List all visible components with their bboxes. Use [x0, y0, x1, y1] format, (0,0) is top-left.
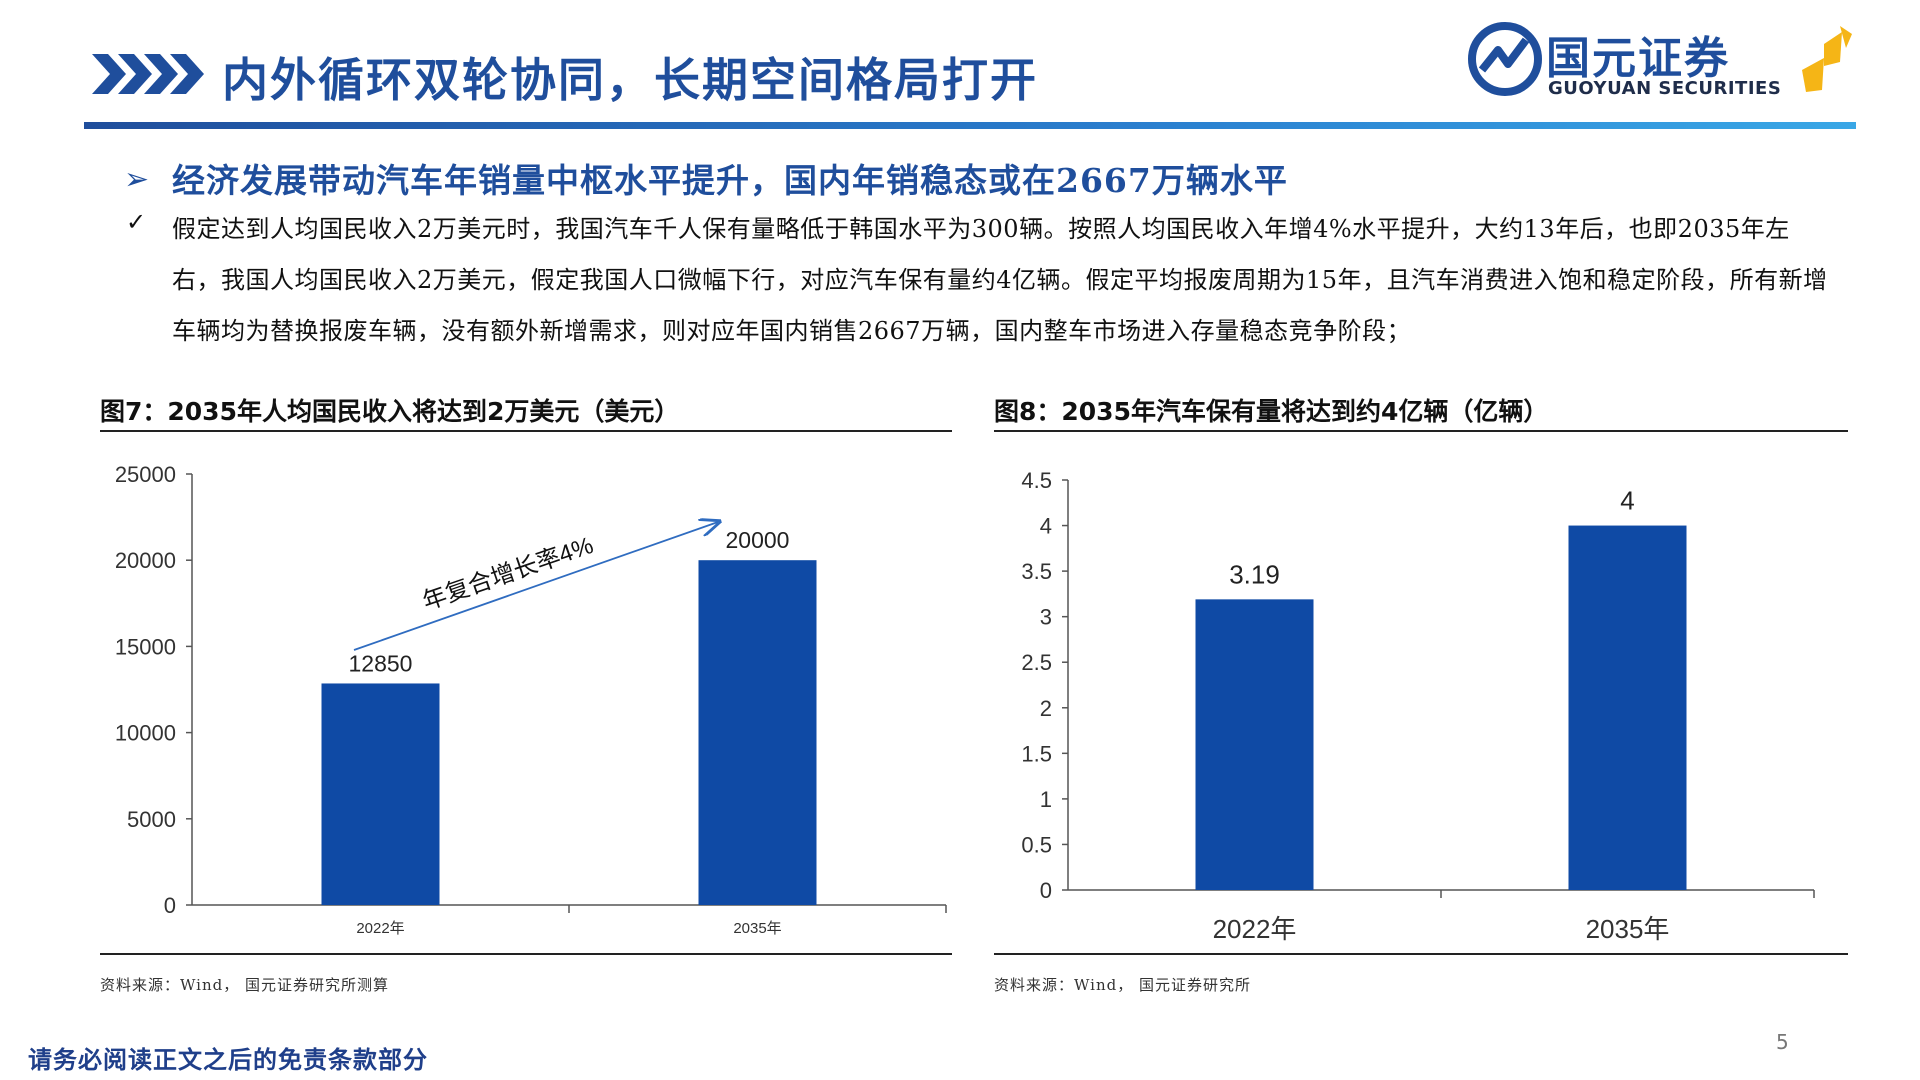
- y-tick-label: 4.5: [1021, 468, 1052, 493]
- section-heading: 经济发展带动汽车年销量中枢水平提升，国内年销稳态或在2667万辆水平: [172, 161, 1288, 200]
- logo-flag-icon: [1802, 26, 1852, 92]
- logo-text-en: GUOYUAN SECURITIES: [1548, 78, 1782, 99]
- section-arrow-icon: ➢: [124, 162, 150, 197]
- checkmark-icon: ✓: [126, 208, 147, 236]
- guoyuan-logo-icon: [1468, 22, 1542, 96]
- data-label: 20000: [726, 527, 790, 553]
- body-paragraph: 假定达到人均国民收入2万美元时，我国汽车千人保有量略低于韩国水平为300辆。按照…: [172, 215, 1828, 345]
- bar-2035年: [1568, 525, 1687, 890]
- y-tick-label: 20000: [115, 548, 176, 573]
- y-tick-label: 3.5: [1021, 559, 1052, 584]
- y-tick-label: 3: [1040, 605, 1052, 630]
- y-tick-label: 1.5: [1021, 741, 1052, 766]
- y-tick-label: 0: [164, 893, 176, 918]
- y-tick-label: 15000: [115, 634, 176, 659]
- category-label: 2022年: [356, 920, 404, 937]
- figure8-bottom-rule: [994, 953, 1848, 955]
- y-tick-label: 0: [1040, 878, 1052, 903]
- category-label: 2035年: [733, 920, 781, 937]
- y-tick-label: 5000: [127, 807, 176, 832]
- figure7-title: 图7：2035年人均国民收入将达到2万美元（美元）: [100, 397, 680, 426]
- bar-2022年: [321, 683, 440, 905]
- header-divider: [84, 122, 1856, 129]
- figure7-source: 资料来源：Wind， 国元证券研究所测算: [100, 976, 389, 994]
- bar-2022年: [1195, 599, 1314, 890]
- figure8-chart: 0 0.5 1 1.5 2 2.5 3 3.5 4 4.5 3.19 2022年 4 2035年: [1021, 468, 1815, 944]
- category-label: 2035年: [1586, 914, 1670, 944]
- page-number: 5: [1776, 1030, 1789, 1054]
- figure8-top-rule: [994, 430, 1848, 432]
- y-tick-label: 1: [1040, 787, 1052, 812]
- y-tick-label: 25000: [115, 462, 176, 487]
- y-tick-label: 0.5: [1021, 832, 1052, 857]
- y-tick-label: 4: [1040, 514, 1052, 539]
- y-tick-label: 2.5: [1021, 650, 1052, 675]
- page-title: 内外循环双轮协同，长期空间格局打开: [222, 53, 1038, 107]
- category-label: 2022年: [1213, 914, 1297, 944]
- figure7-bottom-rule: [100, 953, 952, 955]
- figure8-title: 图8：2035年汽车保有量将达到约4亿辆（亿辆）: [994, 397, 1549, 426]
- logo-text-cn: 国元证券: [1546, 33, 1730, 84]
- data-label: 12850: [349, 650, 413, 676]
- data-label: 4: [1620, 486, 1634, 516]
- data-label: 3.19: [1229, 559, 1280, 589]
- figure7-top-rule: [100, 430, 952, 432]
- y-tick-label: 2: [1040, 696, 1052, 721]
- chevrons-icon: [92, 54, 204, 94]
- bar-2035年: [698, 560, 817, 905]
- figure8-source: 资料来源：Wind， 国元证券研究所: [994, 976, 1251, 994]
- growth-arrow: [353, 522, 718, 651]
- figure7-chart: 0 5000 10000 15000 20000 25000 12850 2022年 2000…: [115, 462, 947, 937]
- y-tick-label: 10000: [115, 721, 176, 746]
- footer-disclaimer: 请务必阅读正文之后的免责条款部分: [28, 1045, 428, 1074]
